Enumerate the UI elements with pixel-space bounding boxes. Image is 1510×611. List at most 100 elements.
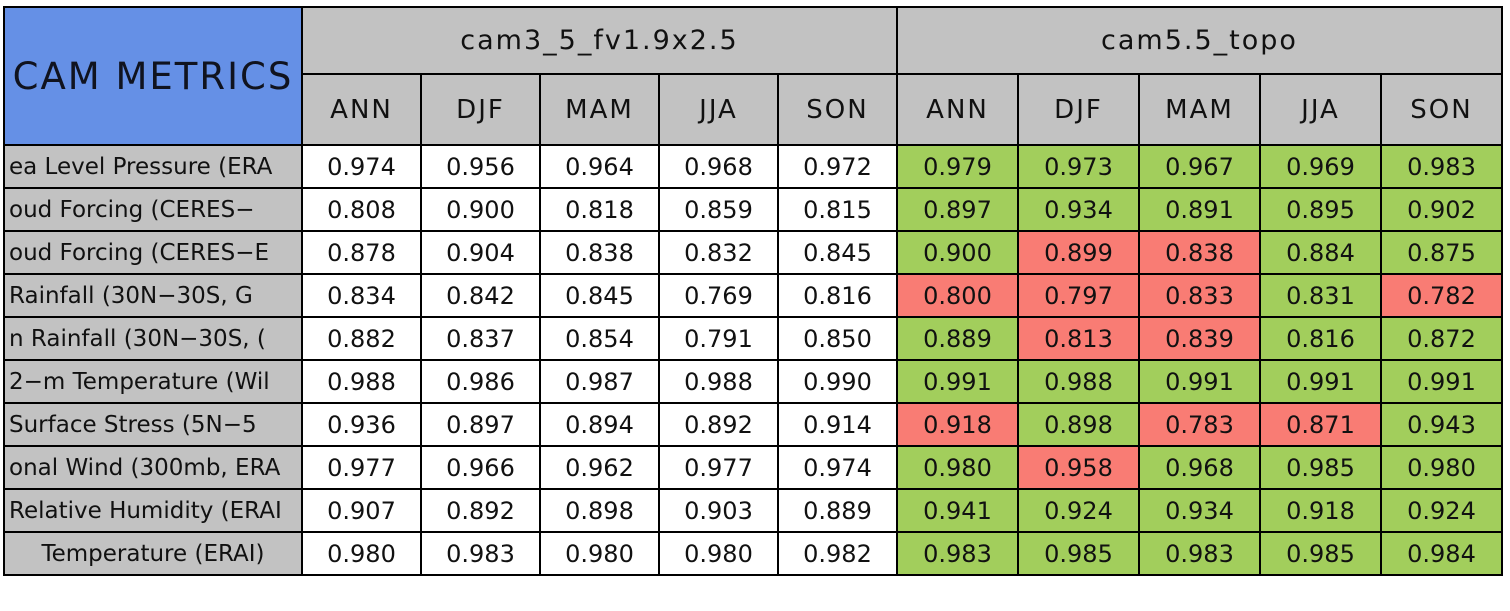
metric-value-cell: 0.818 — [539, 187, 660, 232]
season-column-header: JJA — [1259, 73, 1382, 146]
metric-value-cell: 0.983 — [1138, 531, 1261, 576]
metric-value-cell: 0.815 — [777, 187, 898, 232]
table-row: Temperature (ERAI) 0.980 0.983 0.980 0.980 0.… — [3, 531, 1503, 576]
metric-row-label: n Rainfall (30N−30S, ( — [3, 316, 303, 361]
model-header-row: CAM METRICS cam3_5_fv1.9x2.5 cam5.5_topo — [3, 6, 1503, 146]
table-row: onal Wind (300mb, ERA 0.977 0.966 0.962 0.97… — [3, 445, 1503, 490]
metric-value-cell: 0.816 — [1259, 316, 1382, 361]
metric-value-cell: 0.918 — [1259, 488, 1382, 533]
table-row: Rainfall (30N−30S, G 0.834 0.842 0.845 0.769… — [3, 273, 1503, 318]
metric-value-cell: 0.900 — [420, 187, 541, 232]
metric-value-cell: 0.800 — [896, 273, 1019, 318]
season-column-header: SON — [1380, 73, 1503, 146]
metric-value-cell: 0.782 — [1380, 273, 1503, 318]
metric-value-cell: 0.838 — [1138, 230, 1261, 275]
metric-value-cell: 0.977 — [301, 445, 422, 490]
metric-value-cell: 0.972 — [777, 144, 898, 189]
metric-value-cell: 0.875 — [1380, 230, 1503, 275]
metric-value-cell: 0.845 — [777, 230, 898, 275]
metric-value-cell: 0.904 — [420, 230, 541, 275]
metric-value-cell: 0.924 — [1017, 488, 1140, 533]
metric-value-cell: 0.985 — [1259, 531, 1382, 576]
metric-value-cell: 0.964 — [539, 144, 660, 189]
metric-value-cell: 0.987 — [539, 359, 660, 404]
metric-value-cell: 0.980 — [301, 531, 422, 576]
metric-value-cell: 0.889 — [896, 316, 1019, 361]
metric-value-cell: 0.967 — [1138, 144, 1261, 189]
metric-value-cell: 0.979 — [896, 144, 1019, 189]
table-row: ea Level Pressure (ERA 0.974 0.956 0.964 0.9… — [3, 144, 1503, 189]
metric-value-cell: 0.983 — [420, 531, 541, 576]
model-group-header-cam3-5: cam3_5_fv1.9x2.5 — [301, 6, 898, 75]
metric-value-cell: 0.924 — [1380, 488, 1503, 533]
metric-value-cell: 0.980 — [896, 445, 1019, 490]
season-header-row: ANN DJF MAM JJA SON ANN DJF MAM JJA SON — [4, 73, 1503, 146]
table-row: n Rainfall (30N−30S, (0.882 0.837 0.854 0.7… — [3, 316, 1503, 361]
metric-value-cell: 0.980 — [539, 531, 660, 576]
model-group-header-cam5-5-topo: cam5.5_topo — [896, 6, 1503, 75]
metric-value-cell: 0.988 — [301, 359, 422, 404]
table-row: 2−m Temperature (Wil 0.988 0.986 0.987 0.988… — [3, 359, 1503, 404]
season-column-header: MAM — [539, 73, 660, 146]
metric-value-cell: 0.895 — [1259, 187, 1382, 232]
metric-row-label: oud Forcing (CERES− — [3, 187, 303, 232]
metric-value-cell: 0.871 — [1259, 402, 1382, 447]
metric-value-cell: 0.816 — [777, 273, 898, 318]
metric-value-cell: 0.850 — [777, 316, 898, 361]
metric-value-cell: 0.882 — [301, 316, 422, 361]
metric-value-cell: 0.832 — [658, 230, 779, 275]
metric-value-cell: 0.797 — [1017, 273, 1140, 318]
metric-value-cell: 0.902 — [1380, 187, 1503, 232]
metric-value-cell: 0.990 — [777, 359, 898, 404]
metric-value-cell: 0.956 — [420, 144, 541, 189]
metric-value-cell: 0.900 — [896, 230, 1019, 275]
metric-value-cell: 0.983 — [896, 531, 1019, 576]
metric-value-cell: 0.918 — [896, 402, 1019, 447]
metric-value-cell: 0.897 — [896, 187, 1019, 232]
table-row: Surface Stress (5N−5 0.936 0.897 0.894 0.892… — [3, 402, 1503, 447]
metric-value-cell: 0.974 — [301, 144, 422, 189]
metric-row-label: Surface Stress (5N−5 — [3, 402, 303, 447]
season-column-header: SON — [777, 73, 898, 146]
metric-value-cell: 0.878 — [301, 230, 422, 275]
cam-metrics-table: CAM METRICS cam3_5_fv1.9x2.5 cam5.5_topo… — [3, 6, 1503, 576]
metric-value-cell: 0.984 — [1380, 531, 1503, 576]
metric-value-cell: 0.982 — [777, 531, 898, 576]
table-row: oud Forcing (CERES−E 0.878 0.904 0.838 0.832… — [3, 230, 1503, 275]
metric-value-cell: 0.985 — [1017, 531, 1140, 576]
metric-value-cell: 0.991 — [1259, 359, 1382, 404]
metric-row-label: 2−m Temperature (Wil — [3, 359, 303, 404]
metric-value-cell: 0.943 — [1380, 402, 1503, 447]
metric-value-cell: 0.837 — [420, 316, 541, 361]
metric-value-cell: 0.831 — [1259, 273, 1382, 318]
metric-value-cell: 0.769 — [658, 273, 779, 318]
metric-value-cell: 0.934 — [1138, 488, 1261, 533]
metrics-table-body: ea Level Pressure (ERA 0.974 0.956 0.964 0.9… — [3, 144, 1503, 576]
metric-value-cell: 0.986 — [420, 359, 541, 404]
season-column-header: DJF — [1017, 73, 1140, 146]
metric-value-cell: 0.808 — [301, 187, 422, 232]
metric-value-cell: 0.980 — [1380, 445, 1503, 490]
metric-value-cell: 0.968 — [1138, 445, 1261, 490]
metric-value-cell: 0.974 — [777, 445, 898, 490]
metric-row-label: Relative Humidity (ERAI — [3, 488, 303, 533]
table-row: oud Forcing (CERES− 0.808 0.900 0.818 0.859 0… — [3, 187, 1503, 232]
metric-value-cell: 0.969 — [1259, 144, 1382, 189]
season-column-header: ANN — [896, 73, 1019, 146]
metric-value-cell: 0.898 — [1017, 402, 1140, 447]
metric-row-label: Temperature (ERAI) — [3, 531, 303, 576]
metric-value-cell: 0.897 — [420, 402, 541, 447]
metric-value-cell: 0.833 — [1138, 273, 1261, 318]
metric-value-cell: 0.892 — [420, 488, 541, 533]
metric-value-cell: 0.892 — [658, 402, 779, 447]
metric-value-cell: 0.991 — [1380, 359, 1503, 404]
table-row: Relative Humidity (ERAI 0.907 0.892 0.898 0.… — [3, 488, 1503, 533]
metric-value-cell: 0.991 — [1138, 359, 1261, 404]
metric-value-cell: 0.936 — [301, 402, 422, 447]
metric-value-cell: 0.791 — [658, 316, 779, 361]
metric-value-cell: 0.903 — [658, 488, 779, 533]
metric-value-cell: 0.891 — [1138, 187, 1261, 232]
season-column-header: MAM — [1138, 73, 1261, 146]
metric-value-cell: 0.988 — [658, 359, 779, 404]
